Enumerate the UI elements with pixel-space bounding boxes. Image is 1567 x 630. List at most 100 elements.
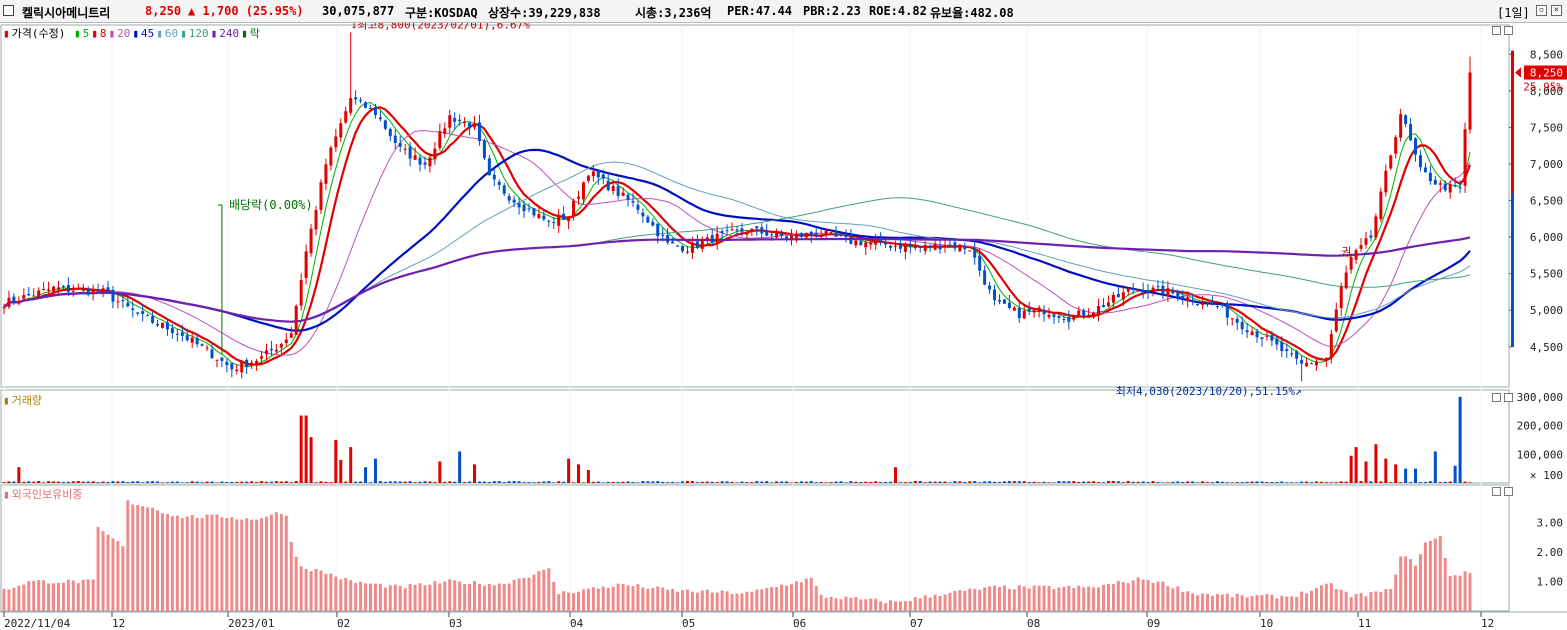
- pane-frame: [0, 484, 1510, 612]
- candle-body: [938, 246, 942, 250]
- volume-bar: [1448, 481, 1452, 483]
- volume-bar: [37, 481, 41, 483]
- candle-body: [1037, 307, 1041, 313]
- candle-body: [1329, 333, 1333, 356]
- candle: [146, 313, 150, 317]
- volume-bar: [339, 460, 343, 483]
- foreign-bar: [834, 598, 838, 611]
- stock-name: 켈릭시아메니트리: [22, 6, 111, 20]
- market-type: 구분:KOSDAQ: [405, 6, 478, 20]
- volume-bar: [423, 481, 427, 483]
- candle: [81, 283, 85, 293]
- foreign-bar: [978, 589, 982, 611]
- candle: [829, 231, 833, 235]
- candle-body: [433, 148, 437, 160]
- volume-bar: [76, 481, 80, 483]
- candle: [1285, 343, 1289, 358]
- candle-body: [438, 131, 442, 149]
- volume-bar: [1344, 481, 1348, 483]
- volume-pane-minimize-button[interactable]: [1492, 393, 1501, 402]
- candle-body: [1087, 314, 1091, 316]
- pane-close-button[interactable]: [1504, 26, 1513, 35]
- volume-bar: [1176, 481, 1180, 483]
- stock-chart[interactable]: 8,500 8,000 7,500 7,000 6,500 6,000 5,500 5,000…: [0, 23, 1567, 630]
- select-checkbox[interactable]: [3, 5, 14, 16]
- volume-bar: [799, 481, 803, 483]
- volume-pane-close-button[interactable]: [1504, 393, 1513, 402]
- foreign-bar: [453, 580, 457, 611]
- volume-bar: [552, 482, 556, 483]
- volume-bar: [1468, 482, 1472, 483]
- x-tick-label: 05: [682, 617, 695, 630]
- candle: [1042, 305, 1046, 322]
- candle-body: [195, 338, 199, 345]
- candle: [408, 141, 412, 167]
- candle: [596, 169, 600, 185]
- volume-bar: [502, 482, 506, 483]
- period-selector[interactable]: [1일]: [1497, 6, 1530, 20]
- volume-bar: [834, 481, 838, 483]
- candle-body: [948, 244, 952, 246]
- candle: [1126, 287, 1130, 296]
- candle-body: [1300, 359, 1304, 364]
- candle: [205, 344, 209, 352]
- last-change-label: 25.95%: [1523, 81, 1563, 94]
- volume-bar: [760, 481, 764, 483]
- foreign-bar: [1032, 585, 1036, 611]
- candle: [1374, 213, 1378, 241]
- pane-minimize-button[interactable]: [1492, 26, 1501, 35]
- foreign-bar: [785, 585, 789, 611]
- foreign-bar: [7, 589, 11, 611]
- foreign-bar: [66, 579, 70, 611]
- volume-bar: [1374, 444, 1378, 483]
- window-restore-button[interactable]: ▫: [1536, 5, 1547, 16]
- foreign-bar: [408, 584, 412, 611]
- volume-tick-label: 100,000: [1517, 448, 1563, 461]
- foreign-bar: [1146, 579, 1150, 611]
- candle: [1265, 329, 1269, 341]
- candle-body: [567, 216, 571, 222]
- volume-bar: [804, 481, 808, 483]
- candle: [1235, 315, 1239, 331]
- candle-body: [1265, 335, 1269, 337]
- volume-bar: [586, 470, 590, 483]
- volume-bar: [988, 481, 992, 483]
- foreign-bar: [1359, 592, 1363, 611]
- candle: [869, 238, 873, 250]
- candle-body: [477, 122, 481, 142]
- candle: [854, 239, 858, 249]
- foreign-pane-close-button[interactable]: [1504, 487, 1513, 496]
- foreign-bar: [799, 582, 803, 611]
- volume-bar: [685, 480, 689, 483]
- foreign-bar: [586, 588, 590, 611]
- candle-body: [289, 333, 293, 338]
- volume-bar: [1191, 481, 1195, 483]
- foreign-bar: [175, 515, 179, 611]
- candle-body: [1156, 286, 1160, 288]
- candle: [591, 165, 595, 182]
- volume-bar: [497, 481, 501, 483]
- candle-body: [329, 147, 333, 166]
- candle-body: [710, 235, 714, 243]
- foreign-bar: [1057, 587, 1061, 611]
- candle-body: [47, 289, 51, 291]
- candle-body: [156, 323, 160, 326]
- foreign-bar: [1394, 574, 1398, 611]
- candle-body: [997, 300, 1001, 302]
- window-close-button[interactable]: ✕: [1551, 5, 1562, 16]
- foreign-bar: [1151, 582, 1155, 611]
- foreign-pane-minimize-button[interactable]: [1492, 487, 1501, 496]
- candle-body: [1201, 304, 1205, 306]
- foreign-bar: [829, 596, 833, 611]
- foreign-bar: [56, 582, 60, 611]
- volume-bar: [27, 481, 31, 483]
- foreign-bar: [458, 581, 462, 611]
- candle-body: [17, 301, 21, 304]
- candle: [482, 138, 486, 161]
- foreign-bar: [963, 590, 967, 611]
- candle: [636, 200, 640, 214]
- foreign-bar: [1280, 595, 1284, 611]
- foreign-bar: [1245, 597, 1249, 611]
- candle: [983, 265, 987, 286]
- foreign-bar: [809, 577, 813, 611]
